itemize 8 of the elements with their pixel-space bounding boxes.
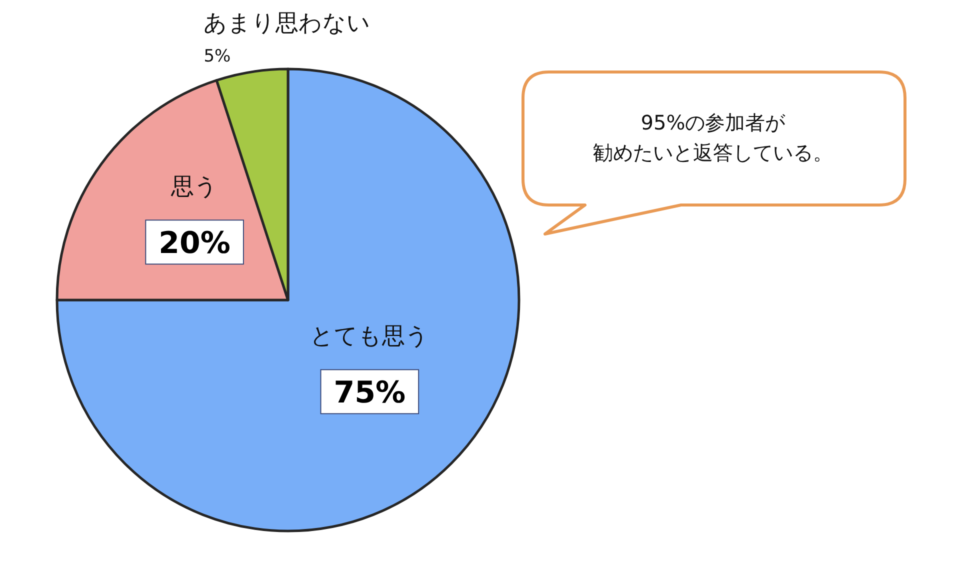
data-label: 75% — [334, 376, 406, 411]
slice-label: あまり思わない — [204, 10, 371, 36]
data-label: 5% — [204, 46, 231, 66]
data-label: 75% — [320, 369, 420, 414]
data-label: 20% — [145, 220, 244, 265]
slice-label: 思う — [171, 174, 218, 200]
data-label: 20% — [158, 226, 230, 262]
slice-label: とても思う — [310, 324, 430, 350]
